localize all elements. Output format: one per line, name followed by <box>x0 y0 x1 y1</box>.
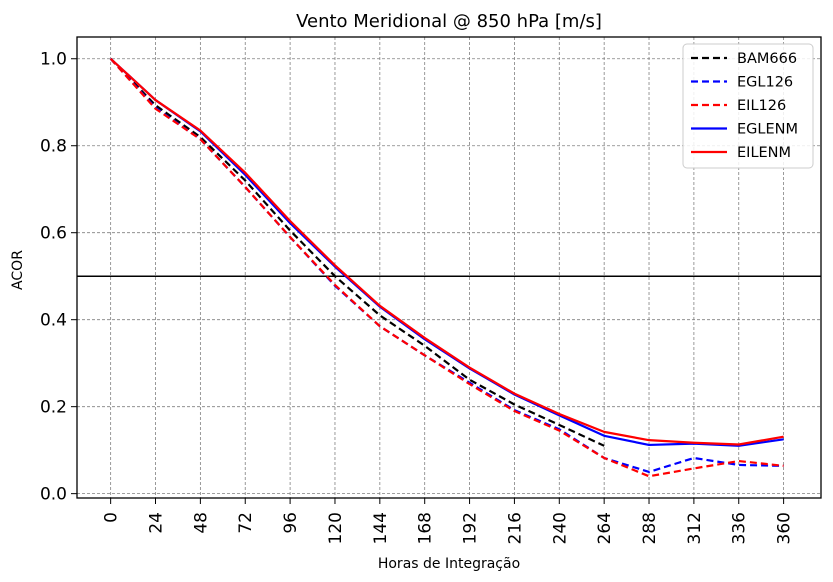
series-line-eil126 <box>109 58 784 478</box>
x-tick-label: 192 <box>461 512 481 544</box>
y-axis-label: ACOR <box>10 250 26 290</box>
x-axis-label: Horas de Integração <box>378 556 520 572</box>
y-tick-label: 0.6 <box>40 224 67 244</box>
x-tick-label: 360 <box>775 512 795 544</box>
x-tick-label: 312 <box>685 512 705 544</box>
y-tick-label: 0.0 <box>40 485 67 505</box>
legend-label: EGLENM <box>737 122 798 138</box>
series-line-bam666 <box>109 57 605 447</box>
legend-label: EIL126 <box>737 98 786 114</box>
x-tick-label: 96 <box>281 512 301 534</box>
x-tick-label: 72 <box>236 512 256 534</box>
x-tick-label: 168 <box>416 512 436 544</box>
chart-title: Vento Meridional @ 850 hPa [m/s] <box>296 11 602 32</box>
x-tick-label: 288 <box>640 512 660 544</box>
legend-box <box>682 43 814 169</box>
x-tick-label: 216 <box>505 512 525 544</box>
x-tick-label: 144 <box>371 512 391 544</box>
x-tick-label: 24 <box>147 512 167 534</box>
y-tick-label: 0.2 <box>40 398 67 418</box>
y-tick-label: 0.8 <box>40 137 67 157</box>
x-tick-label: 48 <box>191 512 211 534</box>
legend-label: EGL126 <box>737 75 793 91</box>
y-tick-label: 1.0 <box>40 50 67 70</box>
x-tick-label: 120 <box>326 512 346 544</box>
series-line-eilenm <box>109 57 784 446</box>
plot-frame <box>76 36 822 499</box>
x-tick-label: 240 <box>550 512 570 544</box>
x-tick-label: 0 <box>102 512 122 523</box>
x-tick-label: 336 <box>730 512 750 544</box>
y-tick-label: 0.4 <box>40 311 67 331</box>
legend-label: EILENM <box>737 145 791 161</box>
legend-label: BAM666 <box>737 51 797 67</box>
x-tick-label: 264 <box>595 512 615 544</box>
